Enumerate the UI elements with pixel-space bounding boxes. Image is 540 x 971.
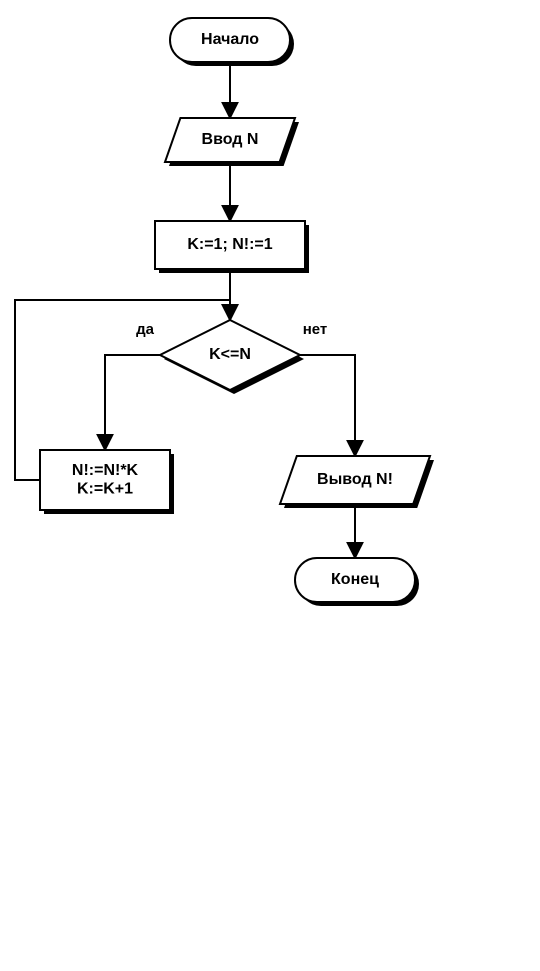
node-label-init: K:=1; N!:=1 <box>187 236 272 253</box>
node-input: Ввод N <box>165 118 299 166</box>
node-label-decision: K<=N <box>209 346 251 363</box>
edge-decision-output <box>300 355 355 456</box>
node-label-end: Конец <box>331 571 379 588</box>
node-label-input: Ввод N <box>202 131 259 148</box>
node-start: Начало <box>170 18 294 66</box>
node-label-body-line0: N!:=N!*K <box>72 462 139 479</box>
nodes-layer: Начало Ввод N K:=1; N!:=1 K<=N N!:=N!*KK:=K+… <box>40 18 434 606</box>
node-init: K:=1; N!:=1 <box>155 221 309 273</box>
edge-label-да: да <box>136 321 155 338</box>
edge-label-нет: нет <box>303 321 328 338</box>
edge-decision-body <box>105 355 160 450</box>
node-label-output: Вывод N! <box>317 471 393 488</box>
flowchart-canvas: да нет Начало Ввод N K:=1; N!:=1 K<=N N!:=N!*K… <box>0 0 540 971</box>
node-end: Конец <box>295 558 419 606</box>
node-decision: K<=N <box>160 320 304 394</box>
node-body: N!:=N!*KK:=K+1 <box>40 450 174 514</box>
node-label-start: Начало <box>201 31 259 48</box>
node-output: Вывод N! <box>280 456 434 508</box>
node-label-body-line1: K:=K+1 <box>77 480 133 497</box>
